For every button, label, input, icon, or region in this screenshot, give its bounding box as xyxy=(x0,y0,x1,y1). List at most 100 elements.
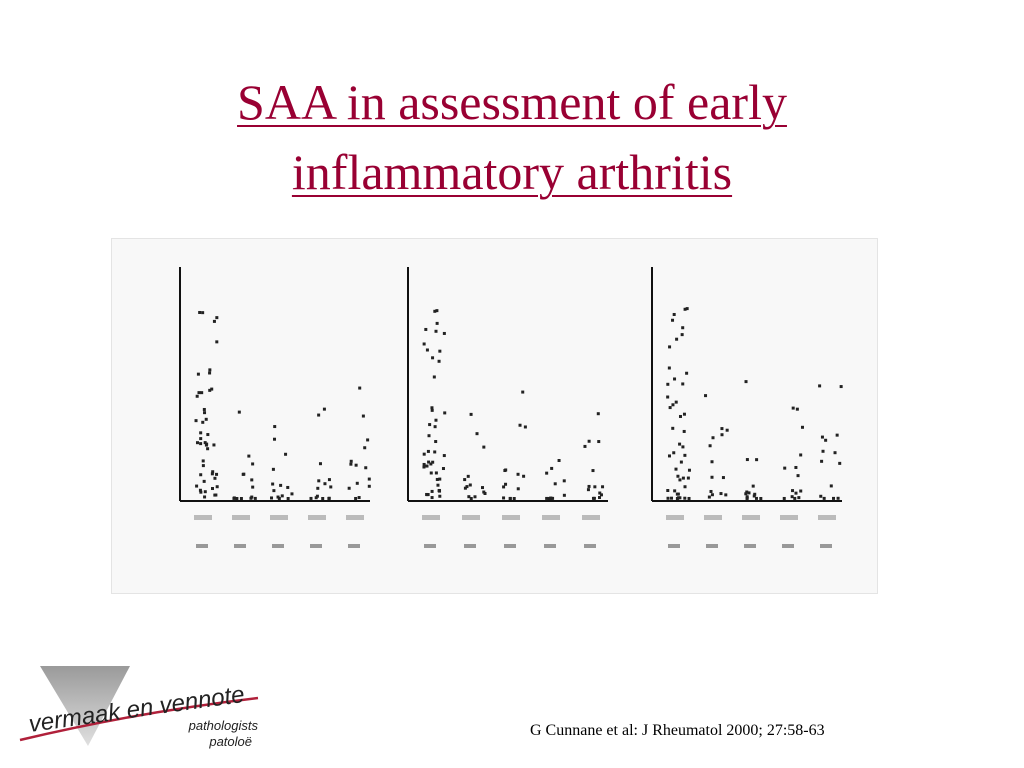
title-line: inflammatory arthritis xyxy=(291,144,733,200)
dot xyxy=(463,478,467,482)
dot xyxy=(284,452,288,456)
dot xyxy=(707,495,711,499)
label-smudge xyxy=(346,515,364,520)
dot xyxy=(587,484,591,488)
dot xyxy=(751,484,755,488)
dot xyxy=(355,481,359,485)
label-smudge xyxy=(272,544,284,548)
dot xyxy=(463,486,467,490)
dot xyxy=(314,496,318,500)
dot xyxy=(666,395,670,399)
dot xyxy=(790,495,794,499)
dot xyxy=(680,333,684,337)
dot xyxy=(504,482,508,486)
dot xyxy=(521,390,525,394)
citation: G Cunnane et al: J Rheumatol 2000; 27:58… xyxy=(530,722,825,739)
dot xyxy=(349,459,353,463)
dot xyxy=(685,371,689,375)
dot xyxy=(744,492,748,496)
dot xyxy=(286,485,290,489)
dot xyxy=(599,493,603,497)
dot xyxy=(422,452,426,456)
logo-text: patoloë xyxy=(208,734,252,749)
dot xyxy=(681,382,685,386)
dot xyxy=(753,492,757,496)
dot xyxy=(586,488,590,492)
logo-text: pathologists xyxy=(188,718,259,733)
label-smudge xyxy=(232,515,250,520)
dot xyxy=(212,319,216,323)
dot xyxy=(247,454,251,458)
dot xyxy=(198,488,202,492)
dot xyxy=(429,471,433,475)
dot xyxy=(551,496,555,500)
dot xyxy=(796,474,800,478)
label-smudge xyxy=(544,544,556,548)
dot xyxy=(438,349,442,353)
dot xyxy=(213,476,217,480)
dot xyxy=(704,394,708,398)
dot xyxy=(747,491,751,495)
dot xyxy=(795,407,799,411)
dot xyxy=(668,406,672,410)
dot xyxy=(315,494,319,498)
dot xyxy=(673,489,677,493)
dot xyxy=(720,433,724,437)
dot xyxy=(327,496,331,500)
dot xyxy=(435,477,439,481)
dot xyxy=(195,441,199,445)
dot xyxy=(195,484,199,488)
dot xyxy=(199,490,203,494)
dot xyxy=(199,442,203,446)
logo-swoosh xyxy=(19,696,259,742)
dot xyxy=(745,490,749,494)
dot xyxy=(235,496,239,500)
dot xyxy=(545,471,549,475)
dot xyxy=(549,496,553,500)
label-smudge xyxy=(668,544,680,548)
dot xyxy=(203,495,207,499)
dot xyxy=(318,462,322,466)
dot xyxy=(316,486,320,490)
label-smudge xyxy=(234,544,246,548)
label-smudge xyxy=(196,544,208,548)
dot xyxy=(502,485,506,489)
dot xyxy=(317,413,321,417)
dot xyxy=(204,443,208,447)
dot xyxy=(242,472,246,476)
dot xyxy=(364,466,368,470)
dot xyxy=(425,348,429,352)
dot xyxy=(820,435,824,439)
dot xyxy=(666,489,670,493)
dot xyxy=(357,496,361,500)
dot xyxy=(710,460,714,464)
label-smudge xyxy=(270,515,288,520)
label-smudge xyxy=(742,515,760,520)
dot xyxy=(199,437,203,441)
dot xyxy=(438,494,442,498)
dot xyxy=(683,485,687,489)
dot xyxy=(819,494,823,498)
dot xyxy=(745,496,749,500)
dot xyxy=(833,451,837,455)
dot xyxy=(666,382,670,386)
dot xyxy=(443,411,447,415)
dot xyxy=(437,359,441,363)
dot xyxy=(433,309,437,313)
dot xyxy=(422,462,426,466)
dot xyxy=(280,494,284,498)
dot xyxy=(276,495,280,499)
dot xyxy=(683,453,687,457)
dot xyxy=(203,441,207,445)
dot xyxy=(839,385,843,389)
dot xyxy=(681,326,685,330)
dot xyxy=(674,467,678,471)
dot xyxy=(818,384,822,388)
dot xyxy=(681,476,685,480)
dot xyxy=(676,492,680,496)
dot xyxy=(673,377,677,381)
dot xyxy=(434,418,438,422)
dot xyxy=(678,442,682,446)
dot xyxy=(322,407,326,411)
label-smudge xyxy=(820,544,832,548)
